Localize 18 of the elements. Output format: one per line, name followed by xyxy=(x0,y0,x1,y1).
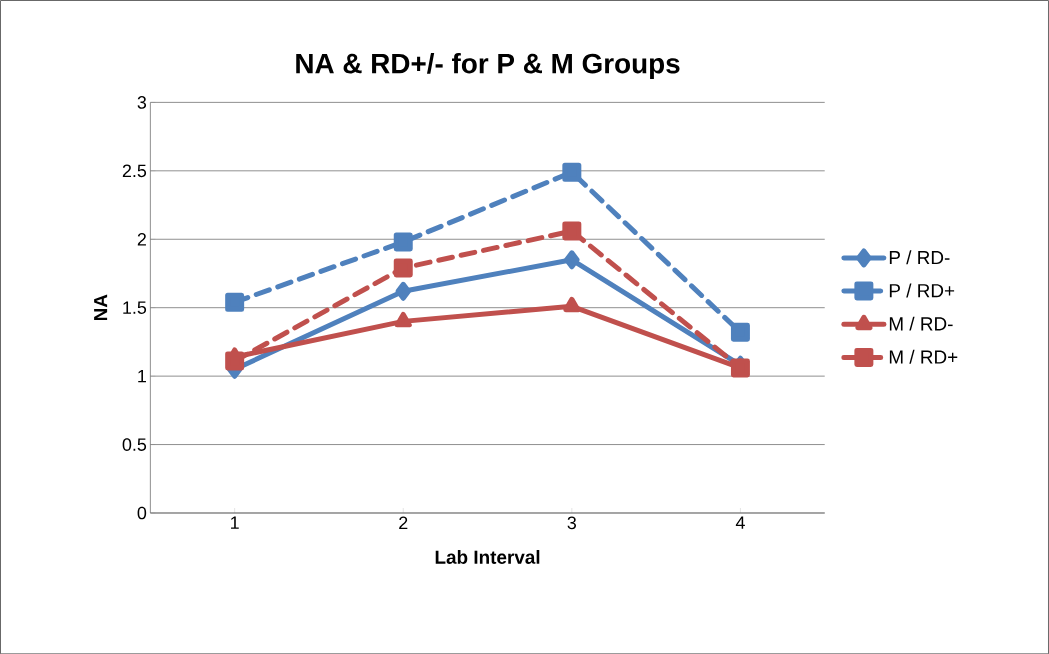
legend-label: M / RD- xyxy=(889,316,953,331)
x-tick-label: 2 xyxy=(399,516,408,529)
legend-label: P / RD+ xyxy=(889,283,955,298)
y-tick-label: 0.5 xyxy=(122,438,147,451)
x-tick-label: 3 xyxy=(567,516,577,530)
legend-label: P / RD- xyxy=(889,250,950,265)
y-tick-label: 3 xyxy=(137,95,147,109)
x-tick-label: 1 xyxy=(231,516,239,529)
y-tick-label: 0 xyxy=(137,506,147,520)
legend-label: M / RD+ xyxy=(889,349,958,364)
y-axis-title: NA xyxy=(94,294,108,320)
x-axis-title: Lab Interval xyxy=(435,549,540,564)
x-tick-label: 4 xyxy=(735,516,745,529)
y-tick-label: 1.5 xyxy=(123,301,147,314)
y-tick-label: 1 xyxy=(138,369,146,383)
y-tick-label: 2.5 xyxy=(122,164,147,177)
chart-title: NA & RD+/- for P & M Groups xyxy=(296,52,680,79)
y-tick-label: 2 xyxy=(137,232,146,246)
